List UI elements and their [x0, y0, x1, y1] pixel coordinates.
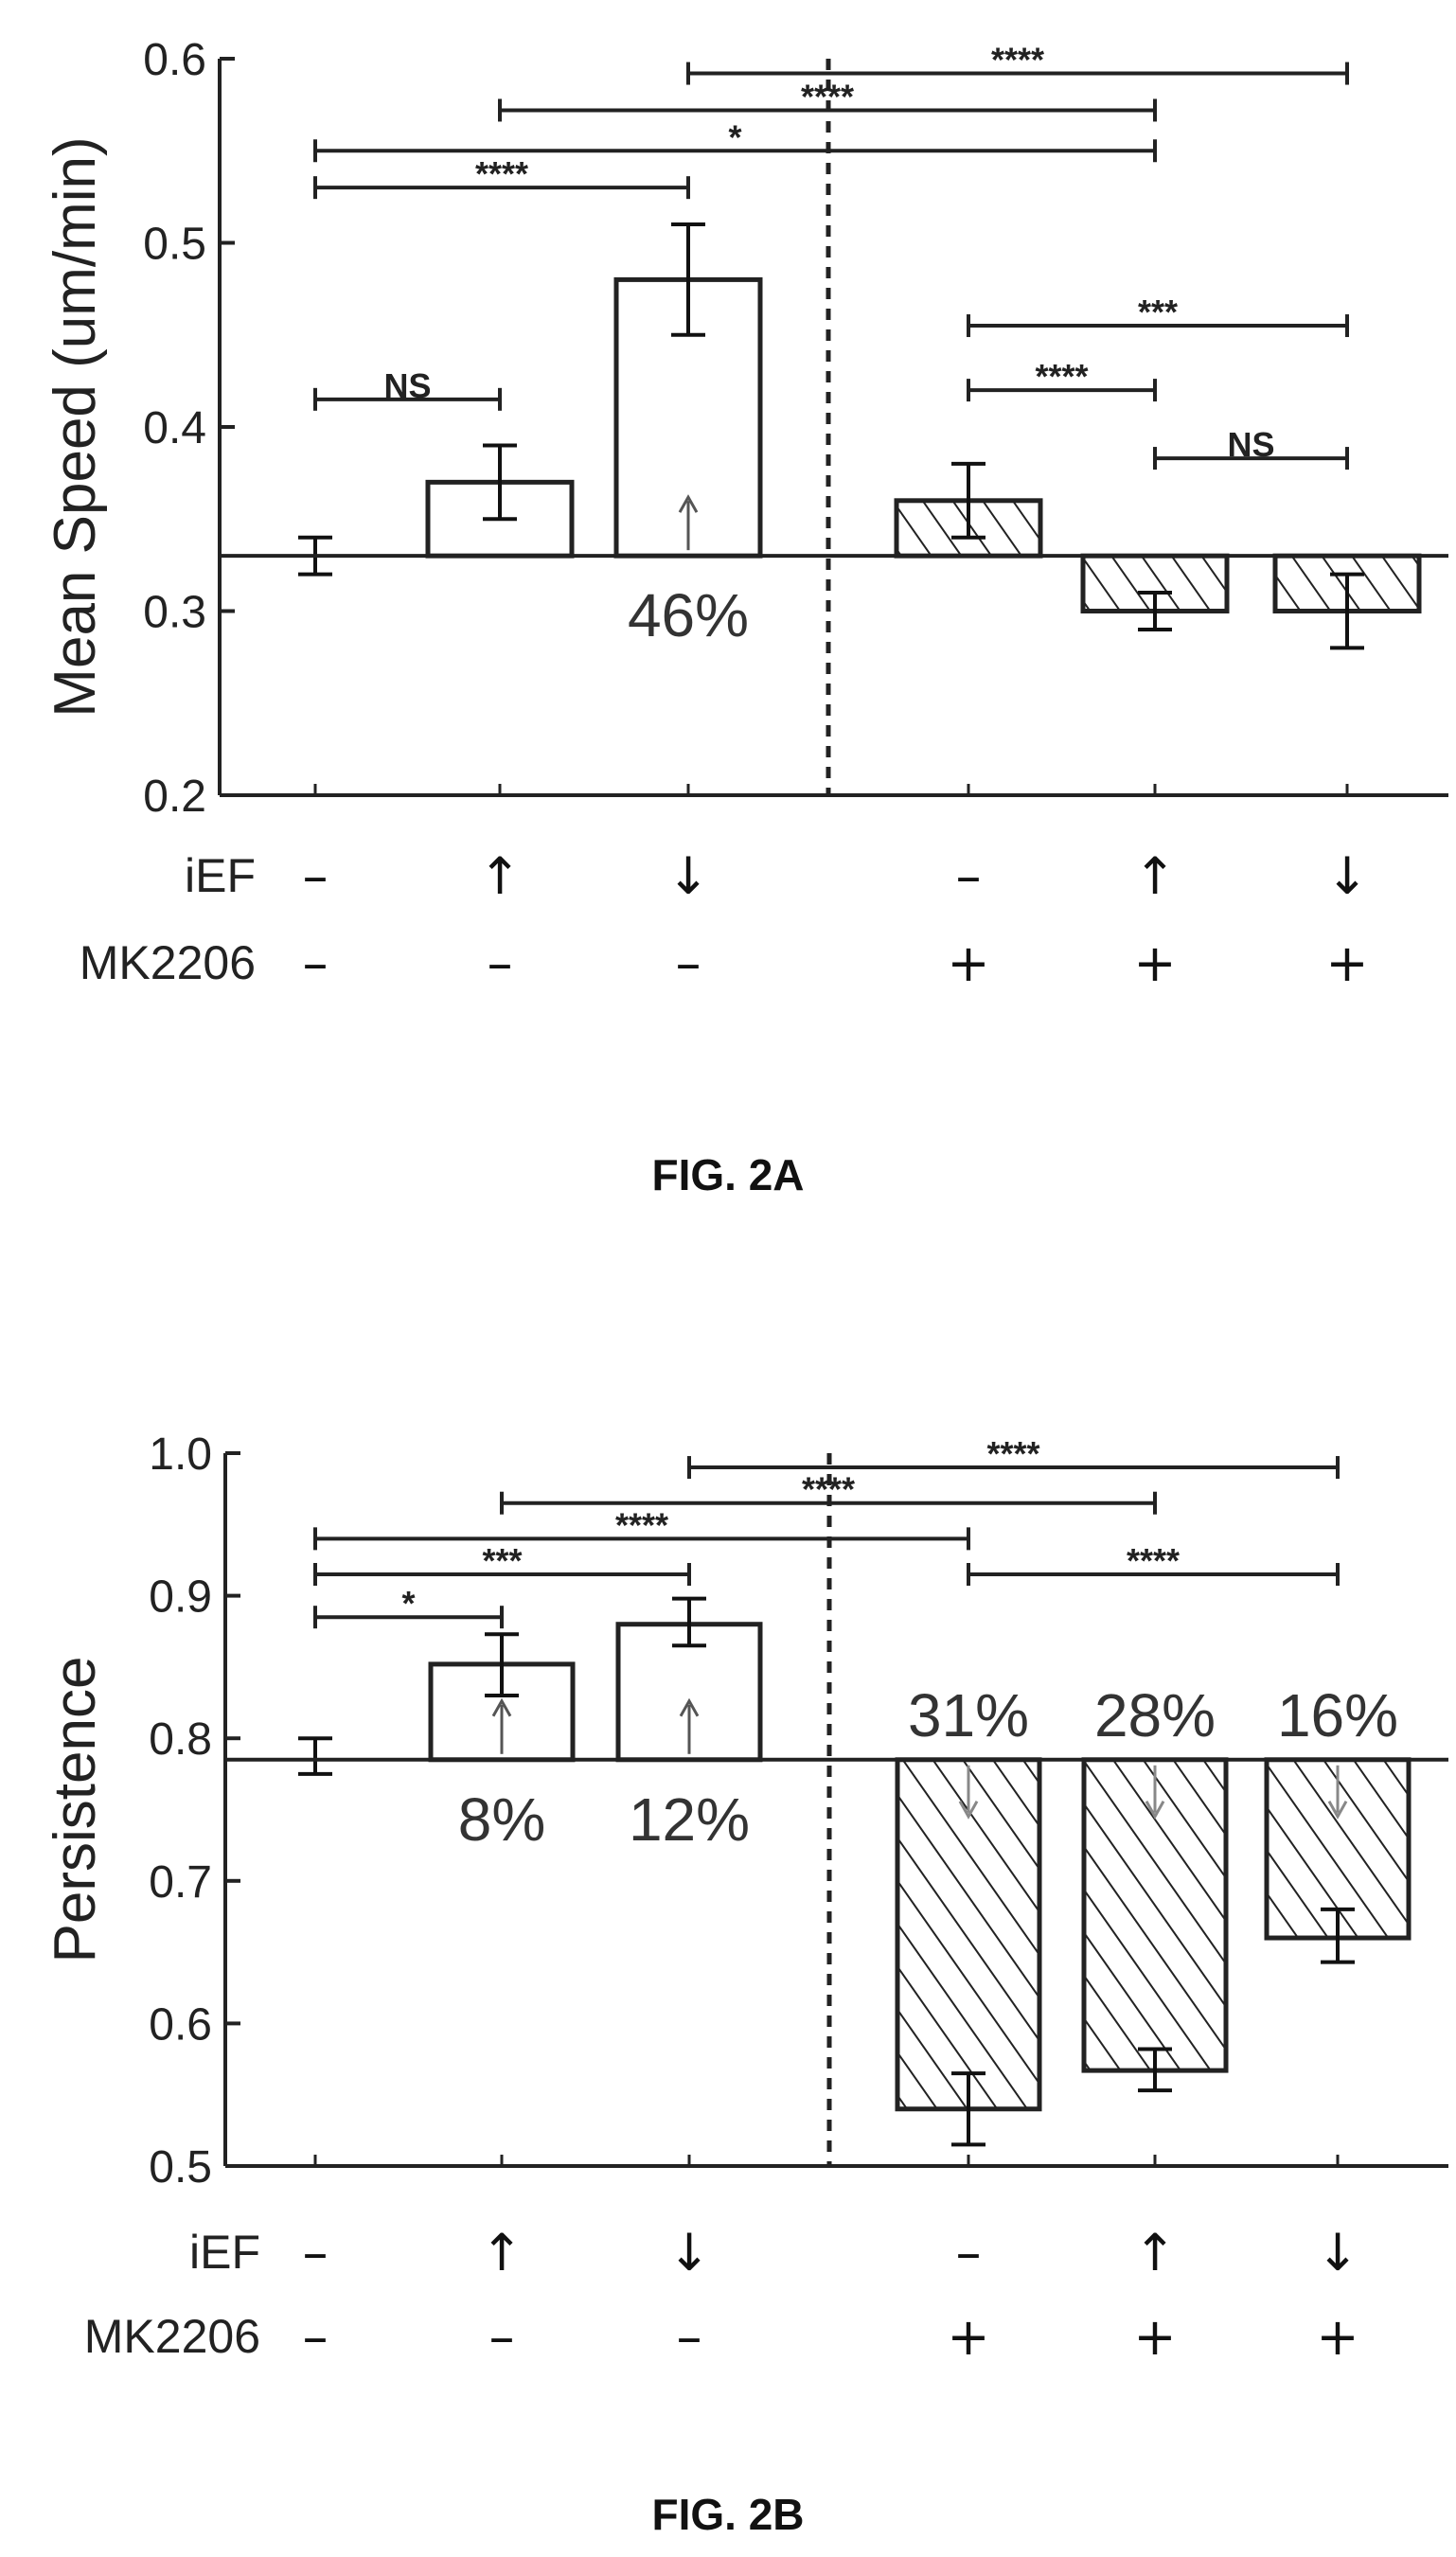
percent-label: 46% [628, 581, 749, 649]
mk2206-symbol: + [947, 2307, 989, 2367]
change-arrow-head [958, 1801, 979, 1820]
ief-symbol: ↓ [1316, 2223, 1358, 2282]
ief-symbol: ↑ [478, 846, 521, 906]
condition-row-label: MK2206 [84, 2310, 260, 2363]
y-tick-label: 0.3 [143, 588, 206, 638]
chart-panel-2b: 0.5 0.6 0.7 0.8 0.9 1.0 Persistence 8% 12% 31% 28%… [43, 1429, 1448, 2539]
significance-label: **** [615, 1505, 668, 1544]
mk2206-symbol: + [1133, 933, 1176, 993]
figure-caption: FIG. 2B [651, 2490, 804, 2539]
significance-label: * [401, 1584, 415, 1623]
ief-symbol: ↑ [480, 2223, 523, 2282]
significance-label: NS [383, 366, 431, 405]
mk2206-symbol: – [676, 933, 701, 993]
y-tick-label: 0.6 [143, 35, 206, 85]
mk2206-symbol: – [489, 2307, 515, 2367]
y-tick-label: 0.6 [149, 1999, 212, 2050]
percent-label: 8% [458, 1785, 546, 1854]
ief-symbol: – [956, 846, 982, 906]
mk2206-symbol: + [1325, 933, 1368, 993]
percent-label: 31% [908, 1681, 1029, 1749]
condition-row-label: iEF [185, 849, 256, 902]
significance-label: **** [1035, 357, 1088, 396]
significance-label: *** [482, 1541, 522, 1580]
ief-symbol: ↑ [1133, 846, 1176, 906]
mk2206-symbol: – [303, 933, 328, 993]
mk2206-symbol: + [947, 933, 989, 993]
ief-symbol: ↓ [667, 2223, 710, 2282]
change-arrow-head [491, 1697, 512, 1717]
ief-symbol: ↑ [1133, 2223, 1176, 2282]
condition-row-label: iEF [189, 2226, 260, 2279]
mk2206-symbol: + [1316, 2307, 1358, 2367]
significance-label: NS [1227, 425, 1274, 464]
mk2206-symbol: + [1133, 2307, 1176, 2367]
significance-label: **** [986, 1434, 1039, 1473]
significance-label: **** [475, 154, 528, 193]
y-tick-label: 0.5 [149, 2142, 212, 2193]
y-axis-label: Mean Speed (um/min) [43, 136, 108, 717]
ief-symbol: ↓ [1325, 846, 1368, 906]
significance-label: * [728, 117, 741, 156]
y-tick-label: 0.7 [149, 1857, 212, 1908]
condition-row-label: MK2206 [80, 936, 256, 989]
change-arrow-head [1145, 1801, 1165, 1820]
y-axis-label: Persistence [43, 1657, 108, 1963]
significance-label: **** [1127, 1541, 1180, 1580]
change-arrow-head [678, 494, 699, 513]
ief-symbol: ↓ [666, 846, 709, 906]
ief-symbol: – [956, 2223, 982, 2282]
significance-label: **** [802, 1470, 855, 1509]
y-tick-label: 0.4 [143, 403, 206, 453]
change-arrow-head [679, 1697, 700, 1717]
ief-symbol: – [303, 2223, 328, 2282]
percent-label: 16% [1277, 1681, 1398, 1749]
significance-label: **** [801, 77, 854, 115]
mk2206-symbol: – [677, 2307, 702, 2367]
significance-label: **** [991, 41, 1044, 80]
percent-label: 12% [629, 1785, 750, 1854]
mk2206-symbol: – [303, 2307, 328, 2367]
significance-label: *** [1138, 293, 1178, 331]
change-arrow-head [1327, 1801, 1348, 1820]
y-tick-label: 0.2 [143, 772, 206, 822]
y-tick-label: 0.9 [149, 1572, 212, 1623]
y-tick-label: 0.8 [149, 1714, 212, 1765]
ief-symbol: – [303, 846, 328, 906]
y-tick-label: 1.0 [149, 1429, 212, 1480]
figure-caption: FIG. 2A [651, 1150, 804, 1199]
mk2206-symbol: – [488, 933, 513, 993]
percent-label: 28% [1094, 1681, 1216, 1749]
y-tick-label: 0.5 [143, 220, 206, 270]
